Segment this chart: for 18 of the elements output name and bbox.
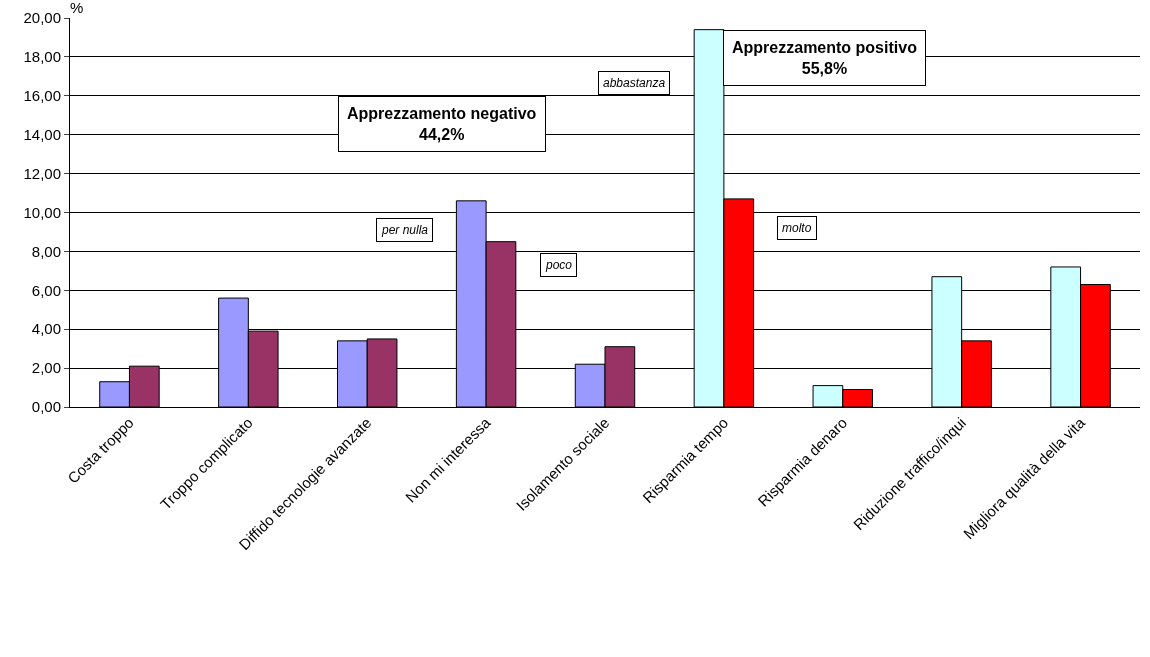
y-tick-label: 16,00 <box>23 87 61 105</box>
text: abbastanza <box>603 76 666 90</box>
y-tick-label: 8,00 <box>31 242 61 260</box>
text: per nulla <box>381 223 429 237</box>
y-tick-label: 6,00 <box>31 281 61 299</box>
annotation: Apprezzamento negativo 44,2% <box>347 105 537 143</box>
text: poco <box>545 258 573 272</box>
y-axis-title: % <box>70 0 84 16</box>
y-tick-label: 14,00 <box>23 125 61 143</box>
y-tick-label: 12,00 <box>23 164 61 182</box>
y-tick-label: 10,00 <box>23 203 61 221</box>
y-tick-label: 2,00 <box>31 359 61 377</box>
y-tick-label: 4,00 <box>31 320 61 338</box>
annotation: Apprezzamento positivo 55,8% <box>732 39 918 77</box>
y-tick-label: 0,00 <box>31 398 61 416</box>
y-tick-label: 18,00 <box>23 48 61 66</box>
text: molto <box>782 221 812 235</box>
y-tick-label: 20,00 <box>23 9 61 27</box>
